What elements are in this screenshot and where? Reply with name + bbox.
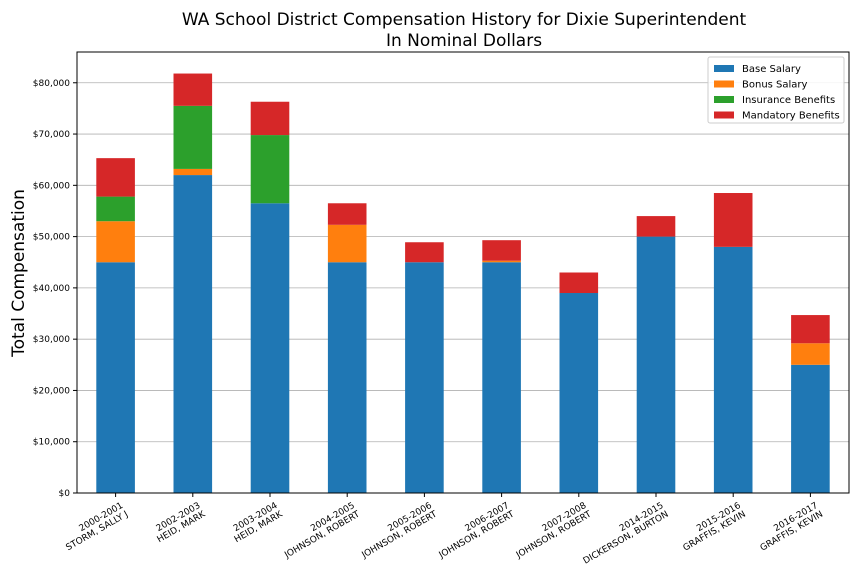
bar-mandatory-benefits [173,73,213,106]
legend-swatch [714,65,734,72]
bar-mandatory-benefits [482,240,521,261]
bar-base-salary [405,262,444,493]
bar-bonus-salary [173,168,213,176]
bar-mandatory-benefits [636,216,676,237]
legend-label: Insurance Benefits [742,95,835,106]
bar-bonus-salary [96,221,135,263]
y-axis-ticks: $0 $10,000 $20,000 $30,000 $40,000 $50,000 $60… [33,79,77,499]
bar-mandatory-benefits [405,242,444,263]
plot-frame [76,51,850,494]
bar-insurance-benefits [173,105,213,169]
y-tick-label: $60,000 [33,181,70,191]
bar-mandatory-benefits [250,101,290,136]
bar-mandatory-benefits [791,315,830,344]
bar-insurance-benefits [96,196,135,222]
bar-mandatory-benefits [559,272,599,294]
bar-base-salary [636,236,676,493]
legend: Base Salary Bonus Salary Insurance Benefit… [707,56,845,124]
chart-subtitle: In Nominal Dollars [386,31,542,51]
legend-label: Base Salary [742,64,801,75]
y-tick-label: $70,000 [33,130,70,140]
bar-bonus-salary [791,343,830,365]
legend-label: Bonus Salary [742,80,808,91]
y-axis-label: Total Compensation [9,189,29,358]
y-tick-label: $50,000 [33,233,70,243]
bar-base-salary [559,293,599,493]
y-tick-label: $30,000 [33,335,70,345]
bar-base-salary [250,203,290,493]
y-tick-label: $10,000 [33,438,70,448]
chart-title: WA School District Compensation History … [182,10,747,30]
bar-bonus-salary [482,260,521,263]
bar-base-salary [713,246,753,493]
y-tick-label: $40,000 [33,284,70,294]
legend-swatch [714,96,734,103]
bar-bonus-salary [327,224,367,263]
y-tick-label: $80,000 [33,79,70,89]
bars [96,73,830,493]
y-tick-label: $20,000 [33,386,70,396]
bar-base-salary [173,175,213,493]
bar-base-salary [96,262,135,493]
bar-base-salary [482,262,521,493]
bar-mandatory-benefits [96,158,135,197]
legend-label: Mandatory Benefits [742,111,840,122]
legend-swatch [714,111,734,119]
legend-box [707,56,845,124]
legend-swatch [714,80,734,88]
y-tick-label: $0 [59,489,71,499]
bar-mandatory-benefits [327,203,367,225]
bar-insurance-benefits [250,135,290,204]
bar-base-salary [791,364,830,493]
bar-mandatory-benefits [713,193,753,247]
bar-base-salary [327,262,367,493]
x-tick-name: DICKERSON, BURTON [582,510,671,567]
